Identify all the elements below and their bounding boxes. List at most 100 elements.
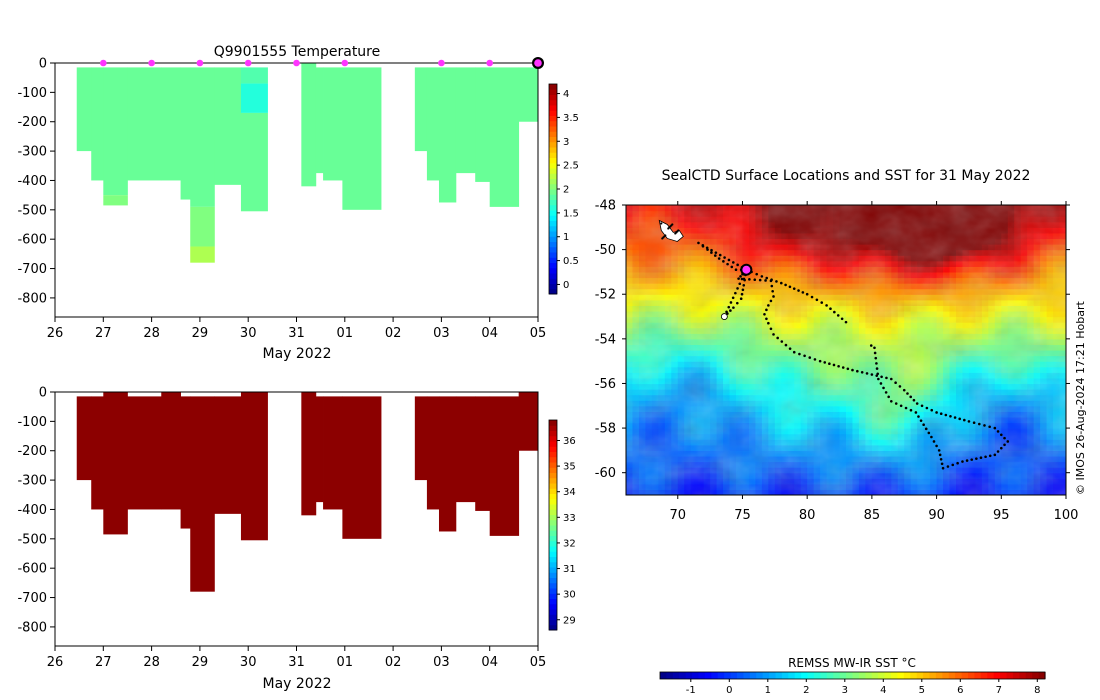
colorbar-segment-14: [549, 215, 557, 221]
temperature-y-axis: 0 -100 -200 -300 -400 -500 -600 -700 -800: [17, 57, 55, 306]
track-point: [999, 433, 1003, 437]
colorbar-tick-label-1: 30: [563, 590, 576, 601]
track-point: [919, 419, 923, 422]
profile-7: [214, 396, 242, 514]
sst-colorbar-tick-label-1: 0: [726, 685, 732, 696]
track-point: [801, 291, 805, 294]
colorbar-segment-36: [549, 99, 557, 106]
track-point: [944, 413, 948, 417]
colorbar-segment-27: [549, 483, 557, 489]
profile-2-layer-0: [103, 67, 128, 196]
track-point: [946, 465, 950, 468]
track-point: [710, 251, 713, 254]
sst-colorbar-tick-label-0: -1: [686, 685, 696, 696]
sst-colorbar-segment-21: [794, 672, 802, 679]
profile-marker-3: [244, 59, 252, 67]
x-tick-label-5: 31: [288, 326, 305, 341]
colorbar-segment-11: [549, 567, 557, 573]
profile-7-layer-0: [214, 67, 242, 185]
sst-colorbar-segment-35: [884, 672, 892, 679]
track-point: [725, 310, 728, 314]
y-tick-label-8: -800: [17, 291, 47, 306]
start-cluster-point: [664, 234, 667, 237]
track-point: [1003, 443, 1006, 447]
profile-6: [190, 396, 215, 592]
track-point: [763, 313, 766, 316]
colorbar-tick-label-2: 31: [563, 564, 576, 575]
track-point: [902, 388, 906, 392]
track-point: [823, 361, 827, 364]
track-point: [904, 406, 908, 410]
track-point: [775, 280, 778, 283]
y-tick-label-3: -300: [17, 145, 47, 160]
profile-4-layer-0: [161, 67, 181, 181]
profile-2-layer-1: [103, 195, 128, 206]
colorbar-segment-26: [549, 488, 557, 494]
profile-6-layer-1: [190, 206, 215, 247]
colorbar-segment-5: [549, 262, 557, 269]
track-point: [873, 346, 876, 350]
lat-tick-label-4: -56: [595, 377, 616, 392]
track-point: [894, 381, 897, 385]
profile-marker-5: [341, 59, 349, 67]
profile-13: [414, 396, 428, 481]
profile-12: [342, 396, 382, 539]
x-tick-label-9: 04: [481, 326, 498, 341]
colorbar-segment-15: [549, 210, 557, 216]
profile-8-layer-1: [240, 83, 268, 113]
profile-10: [315, 396, 324, 503]
map-lat-axis: -48 -50 -52 -54 -56 -58 -60: [595, 199, 1070, 481]
sst-colorbar-segment-4: [685, 672, 693, 679]
colorbar-segment-28: [549, 477, 557, 484]
colorbar-tick-label-0: 0: [563, 280, 569, 291]
profile-16-layer-0: [455, 67, 476, 174]
sst-colorbar-segment-18: [775, 672, 783, 679]
track-point: [788, 347, 792, 350]
colorbar-tick-label-7: 36: [563, 436, 576, 447]
track-point: [813, 358, 817, 361]
track-point: [765, 317, 768, 321]
sst-colorbar-segment-38: [903, 672, 911, 679]
sst-colorbar-segment-54: [1006, 672, 1014, 679]
profile-marker-1: [148, 59, 155, 67]
colorbar-segment-10: [549, 236, 557, 242]
colorbar-segment-12: [549, 225, 557, 232]
profile-16: [455, 396, 476, 503]
track-point: [798, 352, 801, 356]
track-point: [764, 279, 767, 282]
track-point: [738, 282, 742, 286]
sst-colorbar-segment-36: [891, 672, 899, 679]
colorbar-tick-label-7: 3.5: [563, 113, 579, 124]
sst-field: [626, 205, 1066, 495]
sst-colorbar-segment-34: [878, 672, 886, 679]
sst-colorbar-frame: [659, 671, 1046, 680]
track-point: [869, 344, 873, 347]
sst-colorbar-segment-29: [846, 672, 854, 679]
profile-19: [518, 392, 538, 451]
y-tick-label-5: -500: [17, 532, 47, 547]
y-tick-label-7: -700: [17, 591, 47, 606]
sst-colorbar-segment-0: [660, 672, 668, 679]
track-point: [965, 459, 969, 462]
colorbar-segment-21: [549, 178, 557, 185]
track-point: [740, 277, 744, 281]
colorbar-segment-12: [549, 561, 557, 568]
colorbar-tick-label-8: 4: [563, 89, 569, 100]
track-point: [741, 288, 745, 292]
track-point: [988, 425, 991, 429]
colorbar-segment-8: [549, 582, 557, 589]
sst-colorbar-segment-1: [666, 672, 674, 679]
track-point: [909, 408, 913, 412]
profile-marker-2: [196, 59, 204, 67]
track-point: [828, 362, 831, 366]
colorbar-segment-21: [549, 514, 557, 521]
map-title: SealCTD Surface Locations and SST for 31…: [662, 168, 1031, 184]
track-point: [713, 254, 717, 257]
x-tick-label-8: 03: [433, 326, 450, 341]
colorbar-segment-8: [549, 246, 557, 253]
sst-colorbar-segment-17: [769, 672, 777, 679]
track-point: [737, 277, 740, 280]
sst-colorbar-segment-7: [704, 672, 712, 679]
y-tick-label-3: -300: [17, 474, 47, 489]
profile-9: [301, 392, 317, 516]
